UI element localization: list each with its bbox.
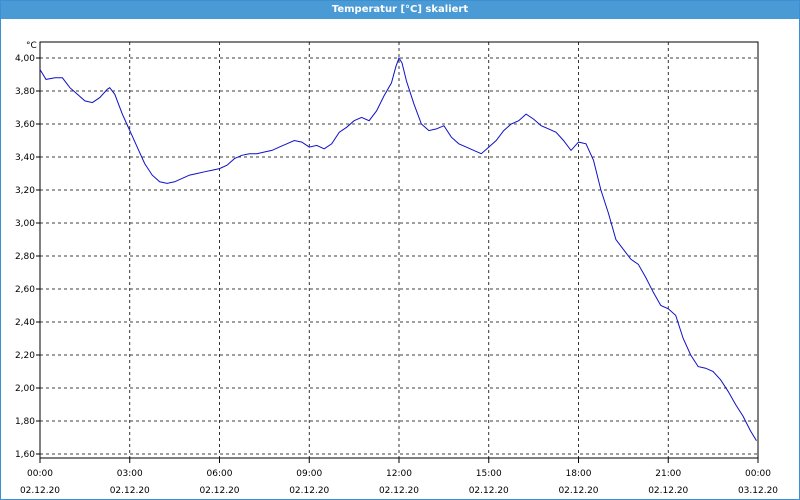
- y-tick-label: 2,40: [15, 318, 35, 328]
- x-tick-time-label: 03:00: [117, 469, 143, 479]
- y-axis: 1,60 1,80 2,00 2,20 2,40 2,60 2,80 3,00 3,20 3,40…: [15, 54, 40, 460]
- x-tick-time-label: 00:00: [745, 469, 771, 479]
- y-tick-label: 3,20: [15, 186, 35, 196]
- x-tick-date-label: 03.12.20: [738, 486, 778, 496]
- y-tick-label: 1,80: [15, 417, 35, 427]
- x-tick-time-label: 06:00: [207, 469, 233, 479]
- x-tick-date-label: 02.12.20: [20, 486, 60, 496]
- x-tick-date-label: 02.12.20: [379, 486, 419, 496]
- x-tick-date-label: 02.12.20: [558, 486, 598, 496]
- x-tick-date-label: 02.12.20: [469, 486, 509, 496]
- grid-lines: [40, 42, 758, 458]
- x-tick-time-label: 00:00: [27, 469, 53, 479]
- x-axis: 00:00 02.12.20 03:00 02.12.20 06:00 02.12.20 0…: [20, 458, 778, 496]
- y-tick-label: 4,00: [15, 54, 35, 64]
- y-axis-unit-label: °C: [26, 41, 37, 51]
- x-tick-date-label: 02.12.20: [648, 486, 688, 496]
- window-title: Temperatur [°C] skaliert: [1, 1, 799, 19]
- y-tick-label: 3,80: [15, 87, 35, 97]
- y-tick-label: 3,00: [15, 219, 35, 229]
- x-tick-date-label: 02.12.20: [110, 486, 150, 496]
- y-tick-label: 2,80: [15, 252, 35, 262]
- x-tick-time-label: 21:00: [655, 469, 681, 479]
- y-tick-label: 2,00: [15, 384, 35, 394]
- x-tick-date-label: 02.12.20: [199, 486, 239, 496]
- x-tick-time-label: 09:00: [296, 469, 322, 479]
- y-tick-label: 3,60: [15, 120, 35, 130]
- temperature-series-line: [39, 56, 757, 442]
- x-tick-time-label: 12:00: [386, 469, 412, 479]
- y-tick-label: 2,20: [15, 351, 35, 361]
- x-tick-time-label: 18:00: [566, 469, 592, 479]
- x-tick-date-label: 02.12.20: [289, 486, 329, 496]
- y-tick-label: 3,40: [15, 153, 35, 163]
- y-tick-label: 2,60: [15, 285, 35, 295]
- y-tick-label: 1,60: [15, 450, 35, 460]
- x-tick-time-label: 15:00: [476, 469, 502, 479]
